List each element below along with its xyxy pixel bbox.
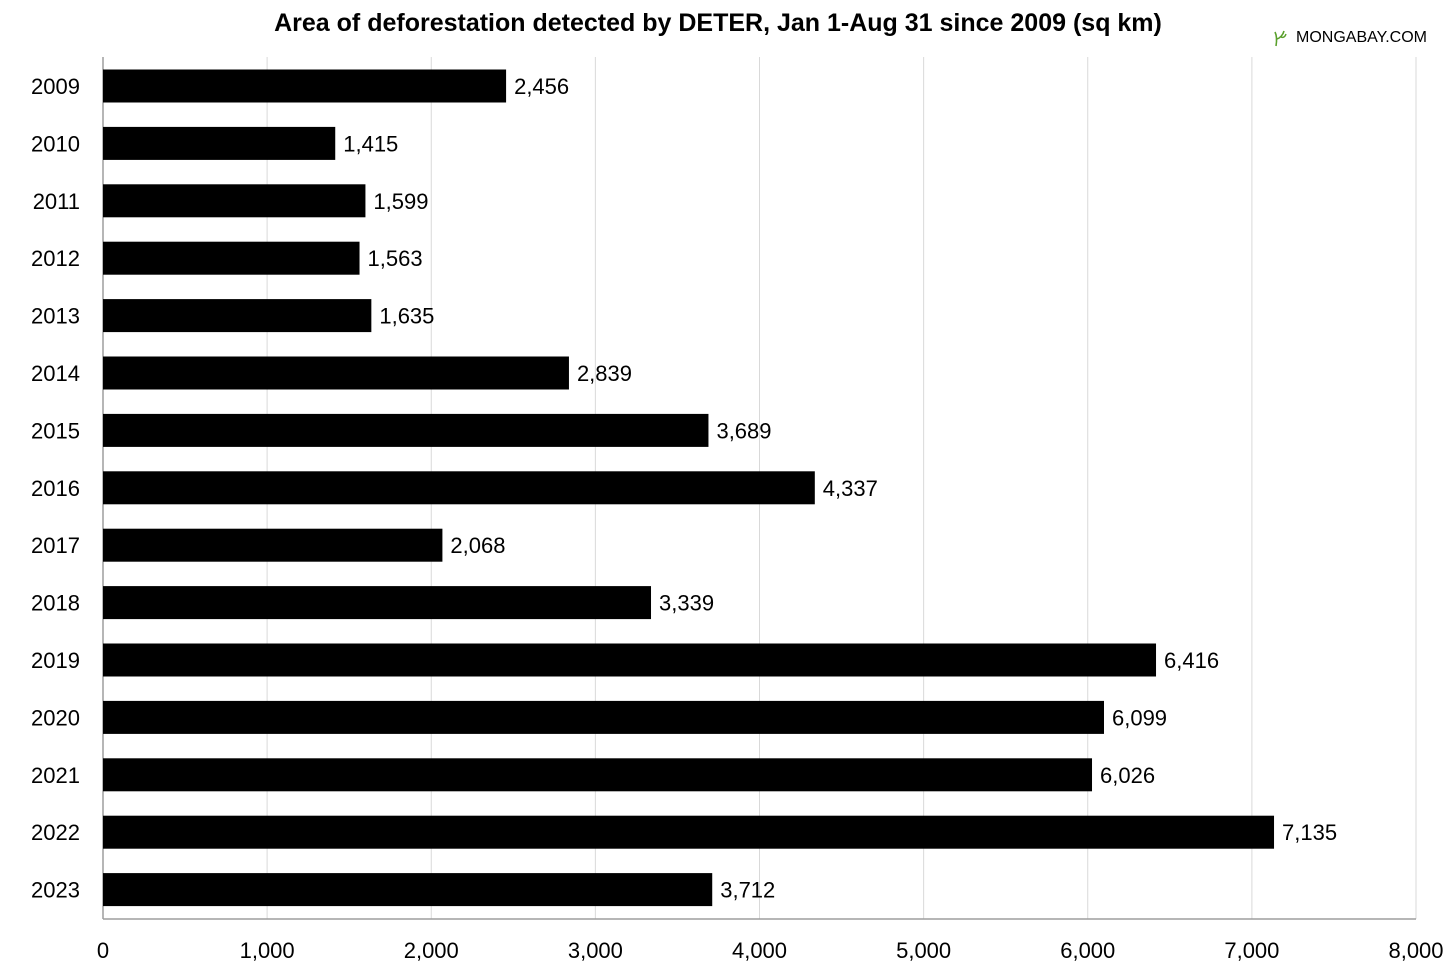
bar-2013 (103, 299, 372, 333)
mongabay-leaf-icon (1274, 30, 1287, 47)
category-label-2020: 2020 (31, 705, 80, 730)
bar-2023 (103, 873, 713, 907)
brand-name: MONGABAY.COM (1296, 29, 1427, 46)
x-tick-label: 2,000 (404, 938, 459, 963)
value-label-2019: 6,416 (1164, 648, 1219, 673)
category-label-2016: 2016 (31, 476, 80, 501)
category-label-2012: 2012 (31, 246, 80, 271)
category-label-2018: 2018 (31, 591, 80, 616)
value-label-2012: 1,563 (368, 246, 423, 271)
category-label-2017: 2017 (31, 533, 80, 558)
bar-2019 (103, 643, 1157, 677)
category-label-2015: 2015 (31, 418, 80, 443)
x-tick-label: 3,000 (568, 938, 623, 963)
x-tick-label: 7,000 (1224, 938, 1279, 963)
category-labels: 2009 2010 2011 2012 2013 2014 2015 2016 2017 2018… (31, 74, 80, 903)
value-labels: 2,456 1,415 1,599 1,563 1,635 2,839 3,689 4,337… (343, 74, 1337, 903)
x-tick-label: 8,000 (1388, 938, 1443, 963)
value-label-2015: 3,689 (716, 418, 771, 443)
value-label-2021: 6,026 (1100, 763, 1155, 788)
value-label-2017: 2,068 (450, 533, 505, 558)
x-tick-label: 1,000 (240, 938, 295, 963)
bar-2021 (103, 758, 1093, 792)
bar-2010 (103, 126, 336, 160)
category-label-2010: 2010 (31, 131, 80, 156)
bar-2022 (103, 815, 1275, 849)
value-label-2011: 1,599 (373, 189, 428, 214)
value-label-2016: 4,337 (823, 476, 878, 501)
category-label-2023: 2023 (31, 878, 80, 903)
x-tick-label: 5,000 (896, 938, 951, 963)
bar-2015 (103, 413, 709, 447)
bar-2017 (103, 528, 443, 562)
category-label-2011: 2011 (33, 189, 80, 214)
bar-2014 (103, 356, 569, 390)
x-tick-label: 6,000 (1060, 938, 1115, 963)
chart-title: Area of deforestation detected by DETER,… (274, 9, 1162, 37)
value-label-2009: 2,456 (514, 74, 569, 99)
value-label-2018: 3,339 (659, 591, 714, 616)
category-label-2014: 2014 (31, 361, 80, 386)
value-label-2010: 1,415 (343, 131, 398, 156)
category-label-2022: 2022 (31, 820, 80, 845)
brand-logo[interactable]: MONGABAY.COM (1272, 26, 1427, 50)
category-label-2009: 2009 (31, 74, 80, 99)
value-label-2020: 6,099 (1112, 705, 1167, 730)
value-label-2022: 7,135 (1282, 820, 1337, 845)
bar-2018 (103, 586, 652, 620)
value-label-2014: 2,839 (577, 361, 632, 386)
category-label-2019: 2019 (31, 648, 80, 673)
category-label-2021: 2021 (31, 763, 80, 788)
bar-2011 (103, 184, 366, 218)
x-tick-label: 0 (97, 938, 109, 963)
bars (103, 69, 1275, 907)
value-label-2013: 1,635 (379, 304, 434, 329)
bar-2016 (103, 471, 815, 505)
x-tick-label: 4,000 (732, 938, 787, 963)
bar-2020 (103, 700, 1104, 734)
bar-2009 (103, 69, 507, 103)
category-label-2013: 2013 (31, 304, 80, 329)
bar-2012 (103, 241, 360, 275)
value-label-2023: 3,712 (720, 878, 775, 903)
tick-labels: 0 1,000 2,000 3,000 4,000 5,000 6,000 7,000 8,00… (97, 938, 1444, 963)
